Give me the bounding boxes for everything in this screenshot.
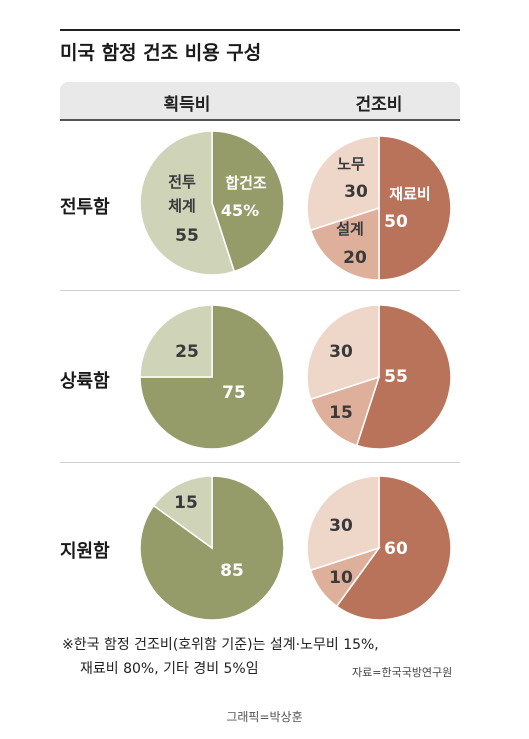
slice-value-label: 30 bbox=[329, 342, 353, 362]
slice-label: 노무 bbox=[337, 155, 365, 173]
slice-value-label: 25 bbox=[175, 342, 199, 362]
slice-value-label: 55 bbox=[175, 226, 199, 246]
slice-label: 전투 bbox=[168, 173, 196, 191]
slice-label: 설계 bbox=[336, 220, 364, 238]
pie-slice bbox=[355, 304, 452, 450]
slice-value-label: 15 bbox=[174, 493, 198, 513]
slice-label: 합건조 bbox=[225, 174, 267, 192]
pie-slice bbox=[139, 130, 236, 276]
row-separator bbox=[60, 290, 460, 291]
slice-value-label: 10 bbox=[329, 568, 353, 588]
slice-value-label: 55 bbox=[384, 367, 408, 387]
slice-value-label: 45% bbox=[221, 201, 259, 220]
slice-value-label: 75 bbox=[222, 383, 246, 403]
slice-value-label: 30 bbox=[329, 516, 353, 536]
column-header-construction: 건조비 bbox=[355, 95, 403, 115]
slice-value-label: 60 bbox=[384, 539, 408, 559]
slice-value-label: 30 bbox=[344, 182, 368, 202]
slice-value-label: 20 bbox=[343, 248, 367, 268]
chart-title: 미국 함정 건조 비용 구성 bbox=[60, 42, 262, 64]
source-label: 자료=한국국방연구원 bbox=[352, 666, 453, 679]
pie-slice bbox=[378, 135, 452, 281]
pie-slice bbox=[335, 475, 452, 621]
slice-value-label: 85 bbox=[220, 561, 244, 581]
pie-slice bbox=[211, 130, 285, 273]
slice-value-label: 50 bbox=[384, 212, 408, 232]
pie-slice bbox=[139, 304, 213, 378]
row-label-support: 지원함 bbox=[60, 541, 110, 562]
slice-value-label: 15 bbox=[329, 403, 353, 423]
footnote-line-2: 재료비 80%, 기타 경비 5%임 bbox=[80, 661, 259, 677]
pie-slice bbox=[152, 475, 213, 550]
graphic-credit: 그래픽=박상훈 bbox=[226, 710, 303, 724]
slice-label: 체계 bbox=[168, 197, 196, 215]
slice-label: 재료비 bbox=[389, 185, 430, 203]
row-label-combat: 전투함 bbox=[60, 197, 110, 218]
top-rule bbox=[60, 29, 460, 31]
column-header-bar bbox=[60, 82, 460, 120]
row-label-amphibious: 상륙함 bbox=[60, 371, 110, 392]
pie-slice bbox=[309, 206, 380, 281]
pie-slice bbox=[306, 304, 380, 401]
column-header-acquisition: 획득비 bbox=[163, 95, 211, 115]
row-separator bbox=[60, 462, 460, 463]
pie-slice bbox=[306, 135, 380, 232]
pie-slice bbox=[306, 475, 380, 572]
footnote-line-1: ※한국 함정 건조비(호위함 기준)는 설계·노무비 15%, bbox=[62, 637, 379, 653]
column-header-underline bbox=[60, 119, 460, 121]
